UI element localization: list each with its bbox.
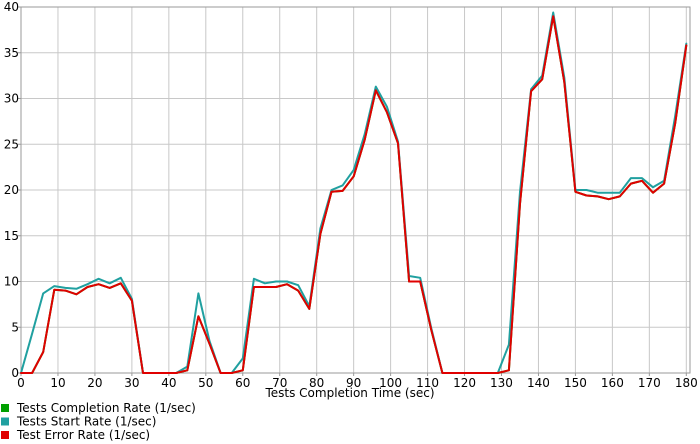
x-tick-label: 120 <box>453 376 476 390</box>
legend: Tests Completion Rate (1/sec)Tests Start… <box>1 401 196 442</box>
x-tick-label: 150 <box>564 376 587 390</box>
y-tick-label: 40 <box>4 0 19 14</box>
x-tick-label: 130 <box>490 376 513 390</box>
x-tick-label: 90 <box>346 376 361 390</box>
y-tick-label: 25 <box>4 137 19 151</box>
legend-label: Test Error Rate (1/sec) <box>16 428 150 442</box>
x-tick-label: 100 <box>379 376 402 390</box>
x-axis: 0 10 20 30 40 50 60 70 80 90 100 110 120 130 140 150 160… <box>17 373 698 390</box>
legend-swatch <box>1 404 9 412</box>
y-tick-label: 0 <box>11 366 19 380</box>
x-tick-label: 60 <box>235 376 250 390</box>
x-tick-label: 80 <box>309 376 324 390</box>
x-tick-label: 10 <box>50 376 65 390</box>
y-tick-label: 20 <box>4 183 19 197</box>
x-tick-label: 40 <box>161 376 176 390</box>
series-line-3 <box>20 15 688 374</box>
x-tick-label: 180 <box>675 376 698 390</box>
x-tick-label: 110 <box>416 376 439 390</box>
y-tick-label: 15 <box>4 229 19 243</box>
legend-label: Tests Start Rate (1/sec) <box>16 415 156 429</box>
x-tick-label: 30 <box>124 376 139 390</box>
y-tick-label: 35 <box>4 46 19 60</box>
x-tick-label: 170 <box>638 376 661 390</box>
series-layer <box>20 11 688 374</box>
x-tick-label: 70 <box>272 376 287 390</box>
y-tick-label: 5 <box>11 320 19 334</box>
x-axis-label: Tests Completion Time (sec) <box>264 386 434 400</box>
legend-label: Tests Completion Rate (1/sec) <box>16 401 196 415</box>
y-axis: 0 5 10 15 20 25 30 35 40 <box>4 0 21 380</box>
y-tick-label: 10 <box>4 275 19 289</box>
legend-swatch <box>1 417 9 426</box>
x-tick-label: 160 <box>601 376 624 390</box>
x-tick-label: 20 <box>87 376 102 390</box>
legend-swatch <box>1 431 9 439</box>
x-tick-label: 50 <box>198 376 213 390</box>
x-tick-label: 140 <box>527 376 550 390</box>
x-tick-label: 0 <box>17 376 25 390</box>
y-tick-label: 30 <box>4 92 19 106</box>
